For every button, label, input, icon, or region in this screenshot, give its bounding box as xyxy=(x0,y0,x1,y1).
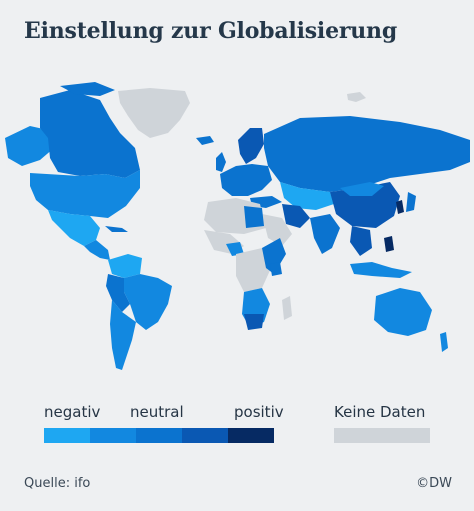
map-region-russia xyxy=(264,116,470,192)
map-region-usa xyxy=(30,170,140,218)
map-region-mexico xyxy=(48,210,100,246)
legend-swatch-2 xyxy=(90,428,136,443)
world-map xyxy=(5,82,470,370)
map-region-egypt xyxy=(244,206,264,228)
map-region-madagascar xyxy=(282,296,292,320)
source-label: Quelle: ifo xyxy=(24,476,91,491)
map-region-kenya xyxy=(270,262,282,276)
map-region-venezuela-colombia xyxy=(108,254,142,278)
map-region-philippines xyxy=(384,236,394,252)
legend-label-neutral: neutral xyxy=(130,403,184,421)
map-region-iceland xyxy=(196,136,214,145)
legend-swatch-5 xyxy=(228,428,274,443)
legend-swatch-no-data xyxy=(334,428,430,443)
map-region-peru-bolivia xyxy=(106,274,130,312)
map-region-caribbean xyxy=(105,226,128,232)
map-region-svalbard xyxy=(347,92,366,102)
map-region-iran xyxy=(282,204,310,228)
map-region-korea xyxy=(396,200,404,214)
legend-swatch-1 xyxy=(44,428,90,443)
map-region-australia xyxy=(374,288,432,336)
map-region-canada-islands xyxy=(60,82,115,96)
legend-label-positiv: positiv xyxy=(234,403,284,421)
map-region-mongolia xyxy=(340,182,384,196)
map-region-greenland xyxy=(118,88,190,138)
map-region-india xyxy=(310,214,340,254)
map-region-kazakhstan xyxy=(280,182,334,210)
map-region-alaska xyxy=(5,126,54,166)
map-region-brazil xyxy=(124,274,172,330)
map-region-scandinavia xyxy=(238,128,264,164)
legend-swatch-3 xyxy=(136,428,182,443)
map-region-canada xyxy=(40,90,140,178)
map-region-argentina-chile xyxy=(110,300,136,370)
map-region-indonesia xyxy=(350,262,412,278)
map-region-central-africa xyxy=(236,248,272,292)
copyright-label: ©DW xyxy=(416,476,452,491)
map-region-south-africa xyxy=(244,314,264,330)
legend-label-negativ: negativ xyxy=(44,403,101,421)
map-region-se-asia xyxy=(350,226,372,256)
legend-label-no-data: Keine Daten xyxy=(334,403,426,421)
legend-swatch-4 xyxy=(182,428,228,443)
map-region-east-africa xyxy=(262,238,286,274)
chart-title: Einstellung zur Globalisierung xyxy=(24,18,398,44)
map-region-uk xyxy=(216,152,226,172)
map-region-arabia xyxy=(262,214,292,246)
map-region-new-zealand xyxy=(440,332,448,352)
map-region-nigeria xyxy=(226,242,244,256)
map-region-central-america xyxy=(84,240,110,260)
map-region-japan xyxy=(406,192,416,212)
map-region-europe xyxy=(220,164,272,196)
